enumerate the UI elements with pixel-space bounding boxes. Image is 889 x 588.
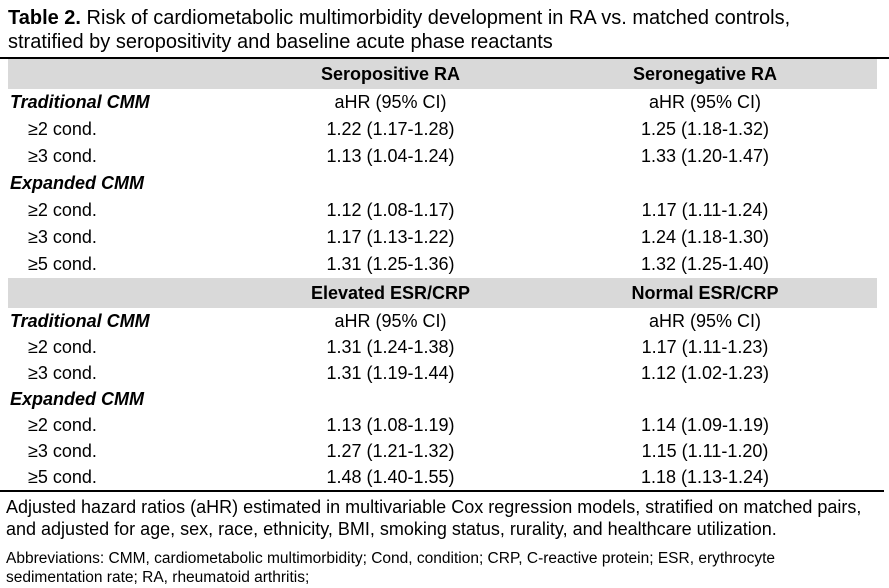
value-cell: 1.18 (1.13-1.24) [640,466,770,487]
value-cell: aHR (95% CI) [648,92,762,112]
table-row: ≥2 cond. 1.22 (1.17-1.28) 1.25 (1.18-1.3… [8,116,877,143]
value-cell: 1.13 (1.08-1.19) [326,414,455,435]
value-cell: 1.17 (1.13-1.22) [326,227,455,247]
title-rule [0,57,889,59]
table-footnote-methods: Adjusted hazard ratios (aHR) estimated i… [0,490,884,540]
row-label: ≥5 cond. [28,466,97,487]
header-elevated-esr-crp: Elevated ESR/CRP [310,282,471,303]
table-section-acute-phase-reactants: Elevated ESR/CRP Normal ESR/CRP Traditio… [8,278,877,490]
value-cell: 1.22 (1.17-1.28) [326,119,455,139]
value-cell: 1.32 (1.25-1.40) [640,254,770,274]
row-label: ≥2 cond. [28,200,97,220]
header-normal-esr-crp: Normal ESR/CRP [631,282,779,303]
table-header-row: Elevated ESR/CRP Normal ESR/CRP [8,278,877,308]
value-cell: 1.12 (1.02-1.23) [640,362,770,383]
table-row: ≥3 cond. 1.31 (1.19-1.44) 1.12 (1.02-1.2… [8,360,877,386]
table-row: ≥3 cond. 1.13 (1.04-1.24) 1.33 (1.20-1.4… [8,143,877,170]
header-seronegative-ra: Seronegative RA [632,63,778,84]
row-label: ≥2 cond. [28,414,97,435]
table-row: Expanded CMM [8,170,877,197]
table-row: ≥5 cond. 1.48 (1.40-1.55) 1.18 (1.13-1.2… [8,464,877,490]
table-section-seropositivity: Seropositive RA Seronegative RA Traditio… [8,59,877,278]
table-footnote-abbreviations: Abbreviations: CMM, cardiometabolic mult… [6,550,775,586]
row-label: Traditional CMM [10,92,150,112]
table-header-row: Seropositive RA Seronegative RA [8,59,877,89]
table-title-text: Risk of cardiometabolic multimorbidity d… [8,7,791,53]
value-cell: 1.31 (1.25-1.36) [326,254,455,274]
row-label: Traditional CMM [10,310,150,331]
table-row: Expanded CMM [8,386,877,412]
table-row: Traditional CMM aHR (95% CI) aHR (95% CI… [8,89,877,116]
value-cell: 1.33 (1.20-1.47) [640,146,770,166]
row-label: ≥5 cond. [28,254,97,274]
value-cell: aHR (95% CI) [334,310,447,331]
table-row: ≥3 cond. 1.27 (1.21-1.32) 1.15 (1.11-1.2… [8,438,877,464]
row-label: Expanded CMM [10,388,145,409]
value-cell: 1.15 (1.11-1.20) [641,440,769,461]
value-cell: aHR (95% CI) [648,310,762,331]
value-cell: 1.48 (1.40-1.55) [326,466,455,487]
table-row: ≥5 cond. 1.31 (1.25-1.36) 1.32 (1.25-1.4… [8,251,877,278]
value-cell: aHR (95% CI) [334,92,447,112]
table-row: ≥2 cond. 1.31 (1.24-1.38) 1.17 (1.11-1.2… [8,334,877,360]
value-cell: 1.13 (1.04-1.24) [326,146,455,166]
table-row: ≥2 cond. 1.13 (1.08-1.19) 1.14 (1.09-1.1… [8,412,877,438]
value-cell: 1.17 (1.11-1.23) [641,336,769,357]
table-row: ≥2 cond. 1.12 (1.08-1.17) 1.17 (1.11-1.2… [8,197,877,224]
table-title: Table 2. Risk of cardiometabolic multimo… [0,0,846,54]
row-label: ≥2 cond. [28,336,97,357]
row-label: ≥3 cond. [28,362,97,383]
row-label: ≥3 cond. [28,146,97,166]
row-label: Expanded CMM [10,173,145,193]
value-cell: 1.12 (1.08-1.17) [326,200,455,220]
row-label: ≥3 cond. [28,440,97,461]
row-label: ≥2 cond. [28,119,97,139]
value-cell: 1.24 (1.18-1.30) [640,227,770,247]
value-cell: 1.25 (1.18-1.32) [640,119,770,139]
value-cell: 1.14 (1.09-1.19) [640,414,770,435]
value-cell: 1.17 (1.11-1.24) [641,200,769,220]
value-cell: 1.31 (1.19-1.44) [326,362,455,383]
table-number-label: Table 2. [8,7,81,29]
value-cell: 1.27 (1.21-1.32) [326,440,455,461]
value-cell: 1.31 (1.24-1.38) [326,336,455,357]
row-label: ≥3 cond. [28,227,97,247]
table-row: Traditional CMM aHR (95% CI) aHR (95% CI… [8,308,877,334]
header-seropositive-ra: Seropositive RA [320,63,461,84]
table-row: ≥3 cond. 1.17 (1.13-1.22) 1.24 (1.18-1.3… [8,224,877,251]
